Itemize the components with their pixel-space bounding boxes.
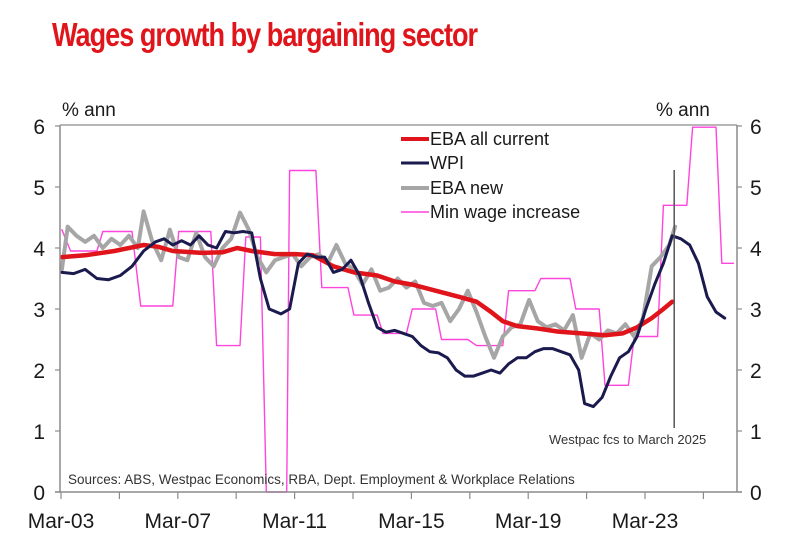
y-tick-label-left: 5 [33,177,45,200]
x-tick-label: Mar-15 [378,510,445,533]
legend-label-eba-all-current: EBA all current [430,129,549,149]
y-tick-label-left: 6 [33,116,45,139]
y-tick-label-right: 0 [750,482,762,505]
y-tick-label-right: 2 [750,360,762,383]
x-tick-label: Mar-03 [28,510,95,533]
legend-label-min-wage: Min wage increase [430,202,580,222]
x-tick-label: Mar-11 [262,510,327,533]
series-layer [59,126,735,493]
y-tick-label-right: 1 [750,421,762,444]
y-axis-unit-left: % ann [62,100,116,121]
y-tick-label-right: 6 [750,116,762,139]
x-tick-label: Mar-23 [612,510,679,533]
sources-note: Sources: ABS, Westpac Economics, RBA, De… [68,472,575,487]
x-tick-label: Mar-19 [495,510,562,533]
forecast-annotation: Westpac fcs to March 2025 [549,432,706,447]
y-tick-label-left: 3 [33,299,45,322]
chart-title: Wages growth by bargaining sector [52,16,478,53]
legend: EBA all current WPI EBA new Min wage inc… [401,129,580,222]
y-tick-label-left: 0 [33,482,45,505]
y-tick-label-right: 3 [750,299,762,322]
x-tick-label: Mar-07 [145,510,212,533]
series-line-eba-all-current [59,242,675,338]
y-tick-label-left: 1 [33,421,45,444]
legend-label-wpi: WPI [430,153,464,173]
y-tick-label-right: 4 [750,238,762,261]
x-ticks: Mar-03 Mar-07 Mar-11 Mar-15 Mar-19 Mar-23 [28,492,705,533]
y-axis-unit-right: % ann [656,100,710,121]
series-line-eba-new [59,209,678,360]
legend-label-eba-new: EBA new [430,178,504,198]
y-ticks: 0 0 1 1 2 2 3 3 4 4 5 5 6 6 [33,116,762,505]
y-tick-label-left: 4 [33,238,45,261]
series-line-wpi [60,230,727,409]
y-tick-label-right: 5 [750,177,762,200]
y-tick-label-left: 2 [33,360,45,383]
